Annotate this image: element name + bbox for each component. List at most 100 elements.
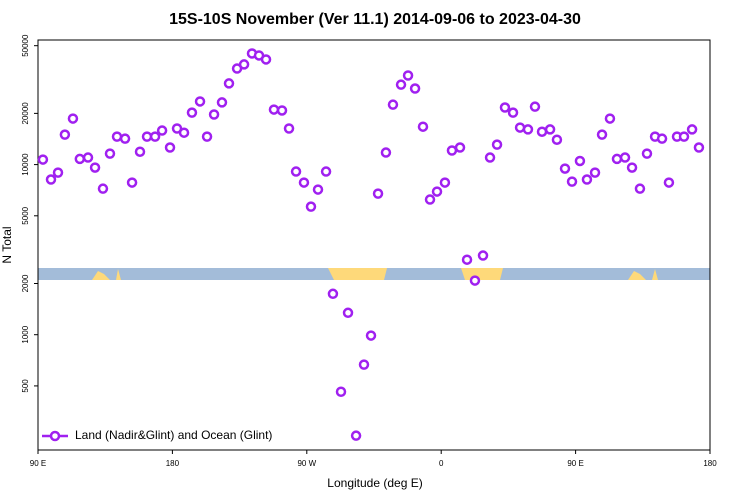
point [312,184,324,195]
point [223,78,235,89]
y-tick-label: 500 [21,379,30,393]
y-tick-label: 1000 [21,325,30,343]
point [439,177,451,188]
point [522,124,534,135]
point [469,275,481,286]
x-tick-label: 90 E [567,459,583,468]
point [641,148,653,159]
point [596,129,608,140]
point [178,127,190,138]
point [305,201,317,212]
point [484,152,496,163]
point [119,133,131,144]
point [424,194,436,205]
point [372,188,384,199]
point [499,102,511,113]
point [104,148,116,159]
point [67,113,79,124]
point [454,142,466,153]
point [45,174,57,185]
point [395,79,407,90]
y-tick-label: 20000 [21,102,30,125]
point [402,70,414,81]
point [134,146,146,157]
point [656,133,668,144]
point [387,99,399,110]
point [194,96,206,107]
point [551,134,563,145]
x-tick-label: 90 E [30,459,46,468]
point [342,307,354,319]
point [536,126,548,137]
point [350,430,362,441]
y-axis-label: N Total [0,226,14,263]
legend-label: Land (Nadir&Glint) and Ocean (Glint) [75,428,272,442]
point [409,83,421,94]
point [446,145,458,156]
point [111,131,123,142]
point [74,153,86,165]
point [619,152,631,163]
point [693,142,705,153]
point [604,113,616,124]
y-tick-label: 5000 [21,206,30,224]
point [417,121,429,132]
point [477,250,489,261]
point [156,125,168,136]
point [581,174,593,185]
y-tick-label: 50000 [21,34,30,57]
point [365,330,377,341]
legend-marker [49,430,61,442]
point [566,176,578,187]
point [290,166,302,177]
point [529,101,541,112]
x-tick-label: 90 W [297,459,316,468]
point [164,142,176,153]
point [634,183,646,194]
point [52,167,64,178]
point [97,183,109,194]
point [59,129,71,140]
point [491,139,503,150]
x-tick-label: 180 [166,459,180,468]
point [507,107,519,118]
point [37,154,49,165]
point [686,124,698,135]
point [201,131,213,142]
point [320,166,332,177]
point [216,97,228,108]
x-axis-label: Longitude (deg E) [327,476,422,490]
point [461,254,473,265]
point [298,177,310,188]
point [626,162,638,173]
point [611,153,623,165]
y-tick-label: 2000 [21,274,30,292]
point [358,359,370,370]
point [663,177,675,188]
point [268,104,280,115]
chart-title: 15S-10S November (Ver 11.1) 2014-09-06 t… [169,11,581,28]
point [208,109,220,120]
point [544,124,556,135]
point [431,186,443,197]
point [335,386,347,397]
point [678,131,690,142]
point [149,131,161,142]
point [141,131,153,142]
point [276,105,288,116]
point [186,107,198,118]
point [283,123,295,134]
x-tick-label: 180 [703,459,717,468]
point [126,177,138,188]
map-strip [38,268,710,280]
point [574,155,586,167]
point [327,288,339,300]
point [82,152,94,163]
point [89,162,101,173]
x-tick-label: 0 [439,459,444,468]
point [260,54,272,65]
point [559,163,571,174]
point [238,59,250,70]
point [589,167,601,178]
